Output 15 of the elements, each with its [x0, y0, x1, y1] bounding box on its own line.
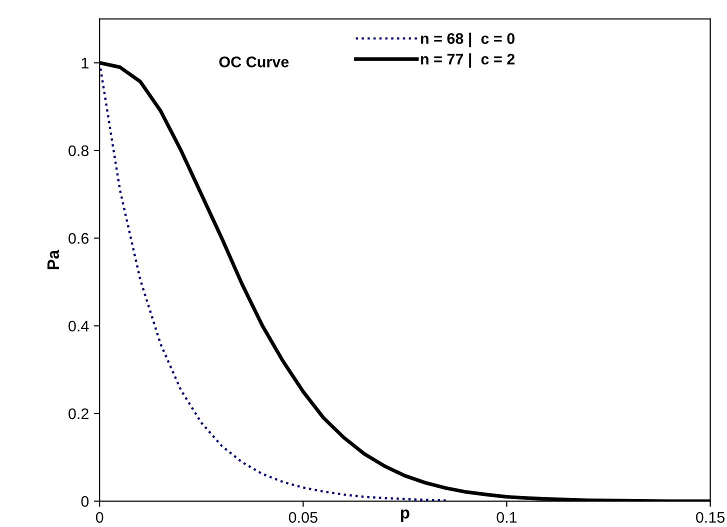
y-tick-label: 0.8 [68, 145, 89, 156]
y-tick-label: 0.6 [68, 233, 89, 244]
y-tick-label: 1 [82, 58, 88, 68]
y-tick-label: 0 [81, 496, 89, 507]
legend-label: n = 77 | c = 2 [420, 53, 515, 68]
y-axis-title: Pa [47, 250, 60, 270]
legend-label: n = 68 | c = 0 [420, 32, 515, 48]
x-tick-label: 0.1 [496, 512, 517, 523]
legend-title: OC Curve [219, 56, 289, 68]
x-tick-label: 0.15 [696, 512, 725, 523]
x-axis-title: p [400, 509, 410, 522]
x-tick-label: 0 [96, 512, 104, 523]
y-tick-label: 0.2 [68, 408, 88, 420]
y-tick-label: 0.4 [68, 320, 89, 332]
x-tick-label: 0.05 [288, 512, 318, 523]
